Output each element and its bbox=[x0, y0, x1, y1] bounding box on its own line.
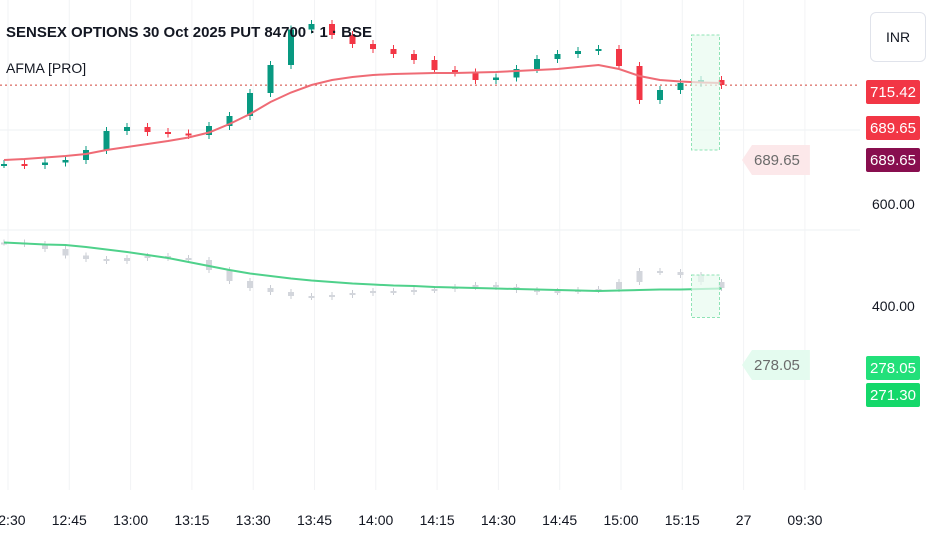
candle-body bbox=[513, 69, 520, 78]
candle-body bbox=[636, 66, 643, 100]
lower-candle-body bbox=[636, 271, 643, 282]
time-axis-label: 13:00 bbox=[113, 512, 149, 528]
lower-candle-body bbox=[657, 271, 663, 273]
candle-body bbox=[103, 131, 110, 150]
lower-candle-body bbox=[554, 291, 561, 293]
time-axis-label: 15:15 bbox=[664, 512, 700, 528]
lower-candle-body bbox=[247, 281, 253, 288]
lower-candle-body bbox=[534, 290, 540, 292]
candle-body bbox=[21, 164, 28, 166]
time-axis-label: 13:15 bbox=[174, 512, 210, 528]
lower-ma-line bbox=[3, 241, 722, 293]
lower-candle-body bbox=[493, 285, 499, 287]
candle-body bbox=[575, 51, 581, 54]
chart-plot[interactable] bbox=[0, 0, 860, 490]
signal-box bbox=[691, 34, 720, 151]
currency-button[interactable]: INR bbox=[870, 12, 926, 62]
candle-body bbox=[472, 72, 479, 80]
lower-candle-body bbox=[144, 256, 151, 258]
candle-body bbox=[308, 24, 315, 30]
candle-body bbox=[124, 127, 130, 131]
candle-body bbox=[329, 24, 335, 35]
candle-body bbox=[616, 49, 622, 66]
lower-candle-body bbox=[472, 285, 479, 287]
candle-body bbox=[206, 126, 212, 135]
lower-candle-body bbox=[267, 288, 274, 292]
high-price-tag: 715.42 bbox=[866, 80, 920, 104]
candle-body bbox=[452, 70, 458, 73]
candle-body bbox=[226, 116, 233, 126]
lower-candle-body bbox=[62, 249, 69, 256]
lower-candle-body bbox=[431, 289, 438, 291]
lower-candle-body bbox=[329, 295, 335, 297]
time-axis-label: 12:45 bbox=[51, 512, 87, 528]
lower-candle-body bbox=[226, 270, 233, 281]
time-axis-label: 14:30 bbox=[480, 512, 516, 528]
lower-candle-body bbox=[370, 291, 376, 293]
candle-body bbox=[42, 162, 48, 165]
candle-body bbox=[657, 90, 663, 100]
candle-body bbox=[267, 65, 274, 93]
candle-body bbox=[534, 59, 540, 69]
candle-body bbox=[349, 35, 356, 44]
last-price-tag: 689.65 bbox=[866, 116, 920, 140]
lower-candle-body bbox=[124, 258, 130, 261]
candle-body bbox=[1, 164, 7, 166]
lower-candle-body bbox=[718, 282, 725, 288]
candle-body bbox=[144, 127, 151, 132]
lower-signal-box bbox=[691, 274, 720, 318]
lower-last-tag: 278.05 bbox=[866, 356, 920, 380]
time-axis-label: 09:30 bbox=[787, 512, 823, 528]
lower-candle-body bbox=[42, 244, 48, 249]
price-axis-label: 600.00 bbox=[872, 196, 915, 212]
time-axis-label: 12:30 bbox=[0, 512, 26, 528]
time-axis-label: 13:45 bbox=[296, 512, 333, 528]
candle-body bbox=[165, 132, 171, 134]
lower-candle-body bbox=[83, 255, 89, 259]
candle-body bbox=[493, 77, 499, 80]
lower-candle-body bbox=[677, 272, 684, 275]
lower-candle-body bbox=[616, 282, 622, 289]
lower-candle-body bbox=[103, 259, 110, 261]
candle-body bbox=[390, 49, 397, 54]
candle-body bbox=[247, 93, 253, 116]
lower-low-tag: 271.30 bbox=[866, 383, 920, 407]
candle-body bbox=[288, 29, 294, 65]
time-axis-label: 13:30 bbox=[235, 512, 271, 528]
candle-body bbox=[62, 160, 69, 163]
lower-candle-body bbox=[390, 291, 397, 293]
time-axis-label: 14:15 bbox=[419, 512, 455, 528]
candle-body bbox=[370, 44, 376, 49]
lower-candle-body bbox=[185, 258, 192, 260]
candle-body bbox=[554, 54, 561, 59]
candle-body bbox=[185, 133, 192, 136]
candle-body bbox=[595, 49, 602, 51]
chart-title: SENSEX OPTIONS 30 Oct 2025 PUT 84700 · 1… bbox=[6, 24, 372, 41]
upper-ma-line bbox=[3, 63, 722, 161]
last-price-callout: 689.65 bbox=[742, 145, 810, 175]
time-axis-label: 14:00 bbox=[358, 512, 394, 528]
candle-body bbox=[431, 60, 438, 70]
time-axis-label: 15:00 bbox=[603, 512, 639, 528]
ma-price-tag: 689.65 bbox=[866, 148, 920, 172]
candle-body bbox=[411, 54, 417, 60]
candle-body bbox=[677, 83, 684, 90]
lower-candle-body bbox=[349, 293, 356, 295]
time-axis-label: 14:45 bbox=[542, 512, 578, 528]
price-axis-label: 400.00 bbox=[872, 298, 915, 314]
time-axis-label: 27 bbox=[735, 512, 752, 528]
lower-candle-body bbox=[308, 296, 315, 298]
lower-price-callout: 278.05 bbox=[742, 350, 810, 380]
indicator-label[interactable]: AFMA [PRO] bbox=[6, 60, 87, 76]
lower-candle-body bbox=[288, 292, 294, 296]
lower-candle-body bbox=[411, 290, 417, 292]
